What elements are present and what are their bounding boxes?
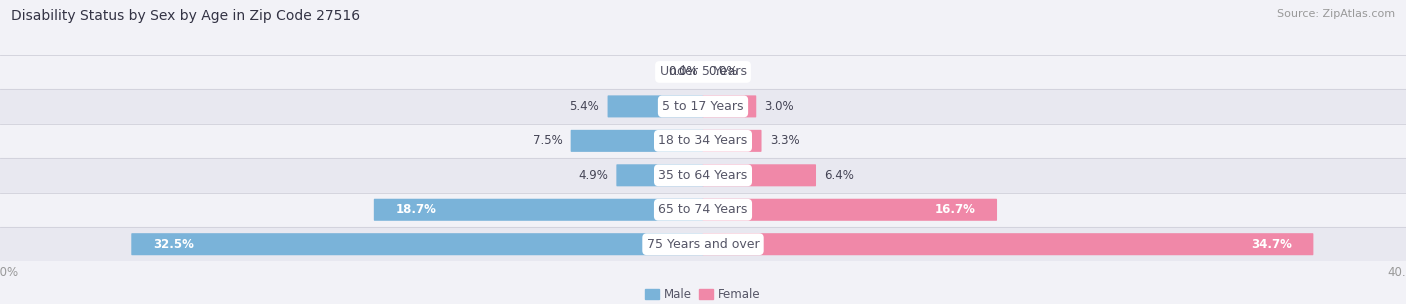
FancyBboxPatch shape (571, 130, 703, 152)
Text: 18.7%: 18.7% (395, 203, 436, 216)
Text: 75 Years and over: 75 Years and over (647, 238, 759, 251)
FancyBboxPatch shape (616, 164, 703, 186)
Text: 16.7%: 16.7% (935, 203, 976, 216)
Text: 34.7%: 34.7% (1251, 238, 1292, 251)
FancyBboxPatch shape (131, 233, 703, 255)
Legend: Male, Female: Male, Female (645, 288, 761, 301)
Text: 0.0%: 0.0% (709, 65, 738, 78)
Text: 6.4%: 6.4% (824, 169, 853, 182)
Text: 5.4%: 5.4% (569, 100, 599, 113)
Text: Source: ZipAtlas.com: Source: ZipAtlas.com (1277, 9, 1395, 19)
FancyBboxPatch shape (703, 164, 815, 186)
Bar (0, 55, 1406, 89)
Text: 4.9%: 4.9% (578, 169, 609, 182)
Bar (0, 158, 1406, 192)
Text: Disability Status by Sex by Age in Zip Code 27516: Disability Status by Sex by Age in Zip C… (11, 9, 360, 23)
Text: 18 to 34 Years: 18 to 34 Years (658, 134, 748, 147)
FancyBboxPatch shape (607, 95, 703, 117)
Text: Under 5 Years: Under 5 Years (659, 65, 747, 78)
Bar (0, 227, 1406, 261)
Text: 0.0%: 0.0% (668, 65, 697, 78)
Bar (0, 89, 1406, 124)
Text: 5 to 17 Years: 5 to 17 Years (662, 100, 744, 113)
FancyBboxPatch shape (374, 199, 703, 221)
Text: 32.5%: 32.5% (153, 238, 194, 251)
Bar (0, 192, 1406, 227)
FancyBboxPatch shape (703, 199, 997, 221)
Text: 35 to 64 Years: 35 to 64 Years (658, 169, 748, 182)
FancyBboxPatch shape (703, 130, 762, 152)
Text: 65 to 74 Years: 65 to 74 Years (658, 203, 748, 216)
FancyBboxPatch shape (703, 95, 756, 117)
Bar (0, 124, 1406, 158)
Text: 7.5%: 7.5% (533, 134, 562, 147)
Text: 3.0%: 3.0% (765, 100, 794, 113)
Text: 3.3%: 3.3% (770, 134, 800, 147)
FancyBboxPatch shape (703, 233, 1313, 255)
